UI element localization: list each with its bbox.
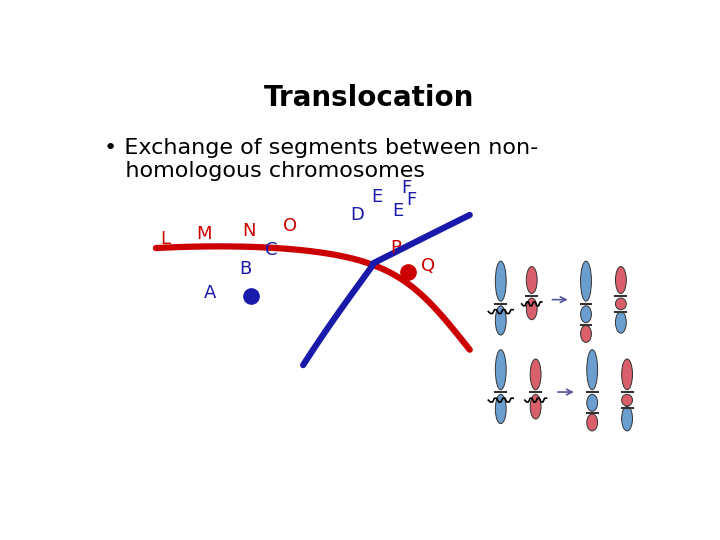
Text: • Exchange of segments between non-
   homologous chromosomes: • Exchange of segments between non- homo…: [104, 138, 539, 181]
Ellipse shape: [580, 261, 591, 301]
Text: F: F: [406, 191, 416, 209]
Ellipse shape: [587, 414, 598, 431]
Ellipse shape: [616, 267, 626, 293]
Text: Translocation: Translocation: [264, 84, 474, 112]
Ellipse shape: [587, 350, 598, 390]
Text: P: P: [390, 239, 401, 256]
Ellipse shape: [530, 359, 541, 390]
Ellipse shape: [530, 394, 541, 419]
Ellipse shape: [616, 298, 626, 309]
Text: A: A: [204, 284, 216, 302]
Ellipse shape: [616, 312, 626, 333]
Text: Q: Q: [420, 258, 435, 275]
Text: L: L: [161, 231, 171, 248]
Ellipse shape: [580, 326, 591, 342]
Ellipse shape: [526, 267, 537, 293]
Ellipse shape: [621, 406, 632, 431]
Text: B: B: [239, 260, 251, 278]
Text: E: E: [372, 188, 383, 206]
Text: F: F: [401, 179, 412, 197]
Ellipse shape: [621, 359, 632, 390]
Text: C: C: [265, 241, 278, 259]
Text: E: E: [392, 202, 403, 220]
Ellipse shape: [587, 394, 598, 411]
Ellipse shape: [495, 306, 506, 335]
Ellipse shape: [495, 261, 506, 301]
Ellipse shape: [495, 350, 506, 390]
Text: N: N: [242, 222, 256, 240]
Ellipse shape: [526, 298, 537, 320]
Ellipse shape: [621, 394, 632, 406]
Ellipse shape: [580, 306, 591, 323]
Text: D: D: [350, 206, 364, 224]
Text: O: O: [283, 217, 297, 235]
Text: M: M: [197, 225, 212, 244]
Ellipse shape: [495, 394, 506, 423]
